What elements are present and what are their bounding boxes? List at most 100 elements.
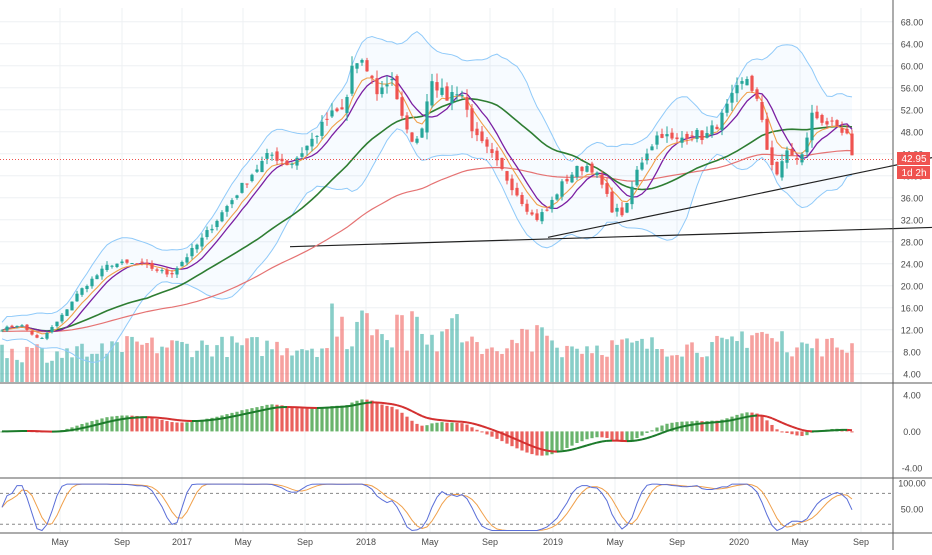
macd-signal-line [797, 428, 802, 430]
macd-histogram-bar [400, 413, 403, 432]
candle-body [5, 327, 8, 331]
macd-signal-line [762, 416, 767, 417]
macd-histogram-bar [160, 420, 163, 432]
candle-body [55, 322, 58, 326]
macd-histogram-bar [350, 403, 353, 432]
macd-histogram-bar [435, 423, 438, 432]
volume-bar [460, 342, 464, 382]
macd-histogram-bar [690, 421, 693, 431]
volume-bar [845, 353, 849, 382]
macd-signal-line [727, 420, 732, 421]
macd-histogram-bar [145, 417, 148, 431]
price-tick-label: 68.00 [901, 17, 924, 27]
candle-body [440, 88, 443, 95]
macd-histogram-bar [340, 406, 343, 432]
candle-body [555, 194, 558, 199]
volume-bar [445, 329, 449, 382]
volume-bar [490, 347, 494, 382]
candle-body [790, 149, 793, 155]
macd-signal-line [217, 418, 222, 419]
volume-bar [70, 357, 74, 382]
candle-body [115, 264, 118, 267]
macd-histogram-bar [460, 423, 463, 431]
macd-signal-line [467, 422, 472, 423]
macd-signal-line [242, 414, 247, 415]
candle-body [690, 135, 693, 136]
candle-body [830, 121, 833, 122]
volume-bar [250, 337, 254, 382]
volume-bar [340, 317, 344, 382]
candle-body [665, 134, 668, 136]
volume-bar [810, 348, 814, 382]
macd-histogram-bar [555, 431, 558, 452]
volume-bar [375, 329, 379, 382]
candle-body [230, 200, 233, 204]
volume-bar [625, 338, 629, 382]
macd-histogram-bar [450, 423, 453, 432]
macd-histogram-bar [745, 412, 748, 431]
volume-bar [705, 356, 709, 382]
candle-body [430, 81, 433, 105]
candle-body [400, 97, 403, 116]
candle-body [270, 155, 273, 156]
volume-bar [470, 337, 474, 382]
macd-signal-line [682, 426, 687, 427]
macd-signal-line [782, 423, 787, 425]
volume-bar [205, 345, 209, 382]
volume-bar [570, 346, 574, 382]
candle-body [585, 166, 588, 172]
macd-histogram-bar [180, 423, 183, 432]
candle-body [850, 134, 853, 156]
volume-bar [160, 347, 164, 382]
candle-body [630, 187, 633, 204]
candle-body [445, 86, 448, 100]
candle-body [545, 210, 548, 211]
volume-bar [260, 356, 264, 382]
macd-histogram-bar [560, 431, 563, 450]
macd-signal-line [767, 417, 772, 419]
volume-bar [310, 349, 314, 382]
macd-signal-line [412, 411, 417, 414]
macd-signal-line [347, 406, 352, 407]
macd-histogram-bar [655, 428, 658, 432]
volume-bar [585, 346, 589, 382]
macd-signal-line [422, 416, 427, 418]
macd-histogram-bar [175, 423, 178, 432]
volume-bar [200, 341, 204, 382]
macd-histogram-bar [370, 401, 373, 432]
volume-bar [505, 348, 509, 382]
time-axis-label: 2019 [543, 537, 563, 547]
stochastic-panel[interactable] [0, 484, 893, 530]
macd-signal-line [602, 441, 607, 442]
candle-body [315, 136, 318, 137]
candle-body [355, 63, 358, 68]
volume-bar [135, 342, 139, 382]
macd-histogram-bar [600, 431, 603, 437]
candle-body [640, 163, 643, 170]
time-axis-label: 2018 [356, 537, 376, 547]
macd-signal-line [402, 407, 407, 409]
volume-bar [305, 350, 309, 382]
volume-bar [525, 330, 529, 382]
bollinger-band-fill [2, 32, 852, 363]
candle-body [330, 110, 333, 116]
candle-body [740, 81, 743, 84]
price-tick-label: 4.00 [903, 369, 921, 379]
macd-histogram-bar [485, 431, 488, 434]
candle-body [185, 257, 188, 262]
macd-histogram-bar [425, 425, 428, 431]
macd-signal-line [742, 417, 747, 418]
macd-signal-line [362, 403, 367, 404]
macd-panel[interactable] [0, 399, 853, 455]
volume-bar [750, 335, 754, 382]
volume-bar [275, 342, 279, 382]
volume-bar [5, 358, 9, 382]
candle-body [415, 139, 418, 143]
candle-body [110, 266, 113, 267]
volume-bar [740, 331, 744, 382]
macd-histogram-bar [315, 408, 318, 431]
volume-bar [315, 357, 319, 382]
price-tick-label: 52.00 [901, 105, 924, 115]
